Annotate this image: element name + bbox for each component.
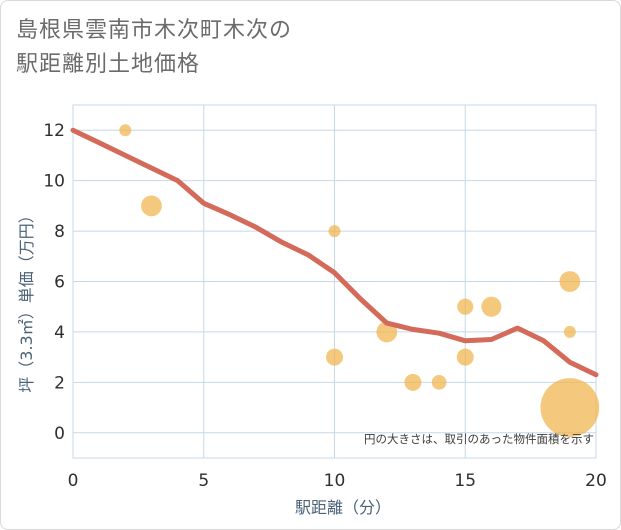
data-point [563,325,576,338]
data-point [328,225,341,238]
data-point [559,271,581,292]
y-tick-label: 10 [43,172,65,192]
y-tick-label: 8 [54,222,65,242]
y-tick-label: 4 [54,323,65,343]
title-line-1: 島根県雲南市木次町木次の [16,18,293,43]
title-line-2: 駅距離別土地価格 [16,52,201,77]
data-point [456,348,474,366]
trend-line-group [70,127,599,378]
y-tick-label: 2 [54,373,65,393]
x-tick-label: 15 [454,471,476,491]
x-tick-label: 20 [585,471,607,491]
tick-labels: 0 5 10 15 20 0 2 4 6 8 10 12 [43,121,606,491]
y-tick-label: 6 [54,273,65,293]
x-tick-label: 5 [198,471,209,491]
trend-line [70,127,599,378]
data-point [119,124,132,137]
data-point [141,195,162,217]
x-tick-label: 0 [68,471,79,491]
grid-lines [72,105,597,458]
data-point [404,373,422,391]
data-point [326,348,343,366]
y-tick-label: 0 [54,424,65,444]
data-point [431,375,447,390]
data-point [457,298,474,315]
chart-title: 島根県雲南市木次町木次の 駅距離別土地価格 [16,14,292,82]
data-point [540,378,600,437]
x-tick-label: 10 [324,471,346,491]
y-tick-label: 12 [43,121,65,141]
x-axis-label: 駅距離（分） [295,498,391,517]
y-axis-label: 坪（3.3㎡）単価（万円） [17,207,36,392]
size-note: 円の大きさは、取引のあった物件面積を示す [364,432,594,446]
data-point [481,296,502,317]
